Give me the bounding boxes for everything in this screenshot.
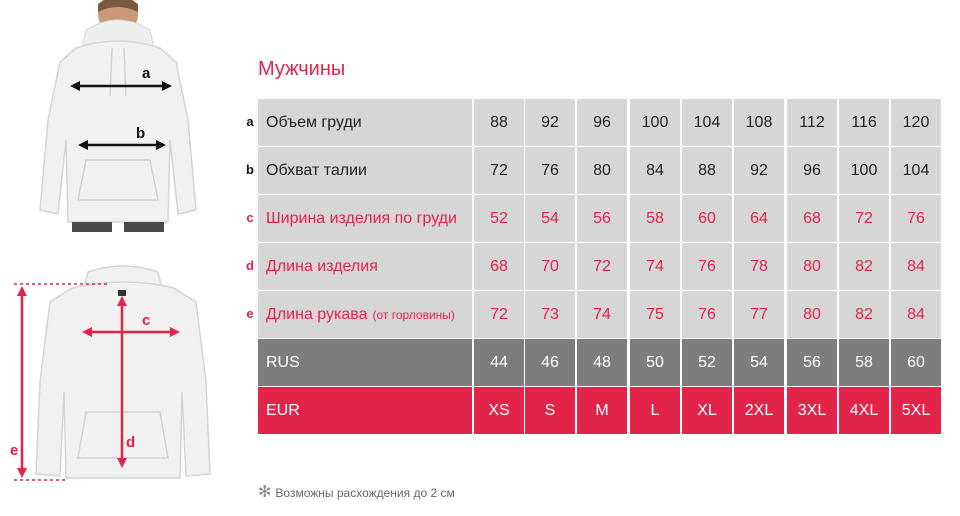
row-label: RUS (258, 339, 472, 386)
table-cell: 116 (839, 99, 889, 146)
table-cell: 112 (787, 99, 837, 146)
row-label-text: Длина изделия (266, 257, 378, 275)
table-cell: 68 (787, 195, 837, 242)
row-label: Длина изделия (258, 243, 472, 290)
footnote-text: Возможны расхождения до 2 см (275, 486, 455, 500)
table-cell: S (525, 387, 575, 434)
asterisk-icon: ✻ (258, 484, 272, 501)
diagram-label-d: d (126, 434, 136, 451)
table-cell: 68 (474, 243, 524, 290)
table-cell: 108 (734, 99, 784, 146)
table-cell: 80 (577, 147, 627, 194)
table-cell: 88 (682, 147, 732, 194)
table-cell: 92 (525, 99, 575, 146)
table-cell: 100 (839, 147, 889, 194)
table-cell: 4XL (839, 387, 889, 434)
table-cell: 72 (474, 147, 524, 194)
table-cell: 3XL (787, 387, 837, 434)
table-cell: 120 (891, 99, 941, 146)
row-letter: e (246, 306, 254, 321)
row-label: Обхват талии (258, 147, 472, 194)
table-cell: 58 (839, 339, 889, 386)
row-label-note: (от горловины) (372, 307, 455, 322)
table-cell: 46 (525, 339, 575, 386)
table-cell: 88 (474, 99, 524, 146)
row-label: Объем груди (258, 99, 472, 146)
table-cell: 56 (787, 339, 837, 386)
table-cell: 5XL (891, 387, 941, 434)
table-cell: 72 (577, 243, 627, 290)
table-cell: 75 (630, 291, 680, 338)
table-cell: 52 (474, 195, 524, 242)
table-cell: 72 (474, 291, 524, 338)
table-cell: 48 (577, 339, 627, 386)
row-label: Длина рукава (от горловины) (258, 291, 472, 338)
table-cell: 84 (891, 243, 941, 290)
diagram-label-c: c (142, 312, 151, 329)
table-cell: 56 (577, 195, 627, 242)
row-letter: b (246, 162, 254, 177)
row-letter: a (246, 114, 254, 129)
table-cell: 96 (787, 147, 837, 194)
table-cell: 72 (839, 195, 889, 242)
table-cell: 74 (630, 243, 680, 290)
table-cell: XL (682, 387, 732, 434)
table-cell: 100 (630, 99, 680, 146)
table-cell: 64 (734, 195, 784, 242)
hoodie-front-flat-illustration: c d e (8, 262, 218, 484)
hoodie-flat-drawing (14, 265, 211, 481)
table-cell: 60 (682, 195, 732, 242)
table-cell: 44 (474, 339, 524, 386)
table-cell: L (630, 387, 680, 434)
row-label-text: Объем груди (266, 113, 362, 131)
table-cell: 82 (839, 243, 889, 290)
footnote: ✻ Возможны расхождения до 2 см (258, 484, 455, 501)
table-cell: 104 (682, 99, 732, 146)
row-label: Ширина изделия по груди (258, 195, 472, 242)
table-cell: 54 (525, 195, 575, 242)
table-cell: 80 (787, 243, 837, 290)
table-cell: 80 (787, 291, 837, 338)
row-label-text: Длина рукава (266, 305, 368, 323)
table-cell: 58 (630, 195, 680, 242)
table-cell: 73 (525, 291, 575, 338)
table-cell: 76 (682, 243, 732, 290)
hoodie-front-model-illustration: a b (28, 0, 208, 232)
table-cell: 96 (577, 99, 627, 146)
diagram-label-a: a (142, 65, 151, 82)
row-label: EUR (258, 387, 472, 434)
table-cell: 82 (839, 291, 889, 338)
table-cell: 76 (682, 291, 732, 338)
table-cell: 84 (891, 291, 941, 338)
table-cell: 76 (891, 195, 941, 242)
row-label-text: Обхват талии (266, 161, 367, 179)
table-cell: 74 (577, 291, 627, 338)
table-cell: 2XL (734, 387, 784, 434)
page-title: Мужчины (258, 58, 346, 80)
table-cell: 92 (734, 147, 784, 194)
table-cell: 77 (734, 291, 784, 338)
row-label-text: Ширина изделия по груди (266, 209, 457, 227)
table-cell: 78 (734, 243, 784, 290)
diagram-label-e: e (10, 442, 19, 459)
row-label-text: EUR (266, 401, 300, 419)
table-cell: M (577, 387, 627, 434)
table-cell: 60 (891, 339, 941, 386)
diagram-label-b: b (136, 125, 146, 142)
table-cell: 104 (891, 147, 941, 194)
table-cell: 52 (682, 339, 732, 386)
table-cell: 70 (525, 243, 575, 290)
row-letter: c (246, 210, 254, 225)
table-cell: 76 (525, 147, 575, 194)
row-letter: d (246, 258, 254, 273)
hoodie-model-drawing (28, 0, 208, 232)
table-cell: XS (474, 387, 524, 434)
row-label-text: RUS (266, 353, 300, 371)
table-cell: 84 (630, 147, 680, 194)
table-cell: 54 (734, 339, 784, 386)
table-cell: 50 (630, 339, 680, 386)
